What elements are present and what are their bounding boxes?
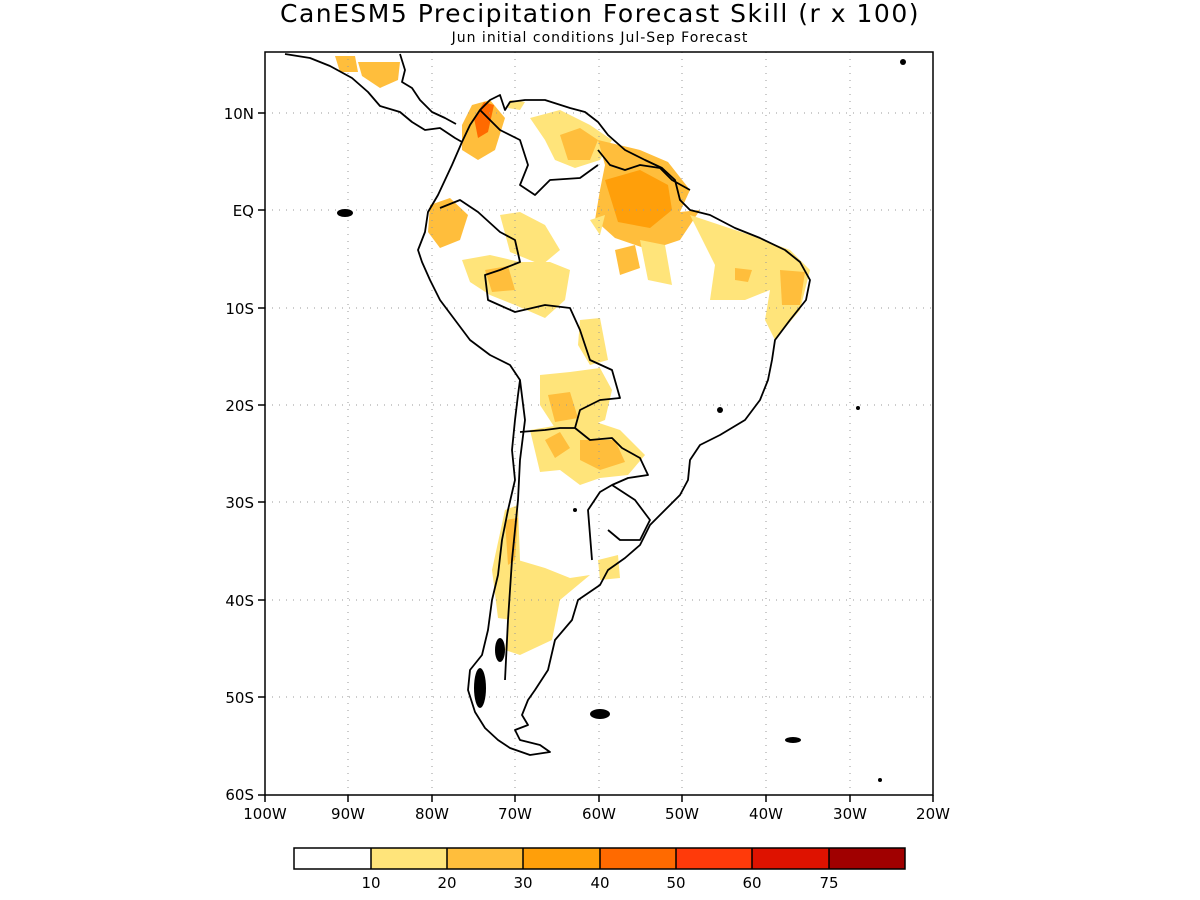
colorbar: 10 20 30 40 50 60 75 <box>293 847 906 892</box>
colorbar-swatch <box>600 848 676 869</box>
colorbar-swatch <box>294 848 371 869</box>
lon-tick-marks <box>264 795 934 802</box>
map-subtitle: Jun initial conditions Jul-Sep Forecast <box>451 30 749 46</box>
map-title: CanESM5 Precipitation Forecast Skill (r … <box>280 0 920 28</box>
colorbar-swatch <box>447 848 523 869</box>
colorbar-label: 10 <box>361 874 380 892</box>
colorbar-label: 60 <box>742 874 761 892</box>
lat-label: 10N <box>224 105 254 123</box>
skill-shading <box>335 56 810 655</box>
colorbar-label: 30 <box>513 874 532 892</box>
lon-label: 70W <box>498 805 532 823</box>
lat-label: EQ <box>233 202 254 220</box>
islands <box>337 59 906 782</box>
colorbar-swatch <box>676 848 752 869</box>
grid-lines <box>265 52 933 795</box>
lat-label: 50S <box>225 689 254 707</box>
lon-label: 80W <box>415 805 449 823</box>
lat-label: 10S <box>225 300 254 318</box>
lat-label: 40S <box>225 592 254 610</box>
lon-label: 100W <box>243 805 287 823</box>
lon-label: 50W <box>665 805 699 823</box>
colorbar-swatch <box>829 848 905 869</box>
lon-label: 30W <box>833 805 867 823</box>
colorbar-label: 40 <box>590 874 609 892</box>
lat-label: 30S <box>225 494 254 512</box>
colorbar-swatch <box>523 848 600 869</box>
lon-label: 40W <box>749 805 783 823</box>
lon-label: 90W <box>331 805 365 823</box>
lon-label: 20W <box>916 805 950 823</box>
colorbar-label: 20 <box>437 874 456 892</box>
colorbar-label: 75 <box>819 874 838 892</box>
colorbar-swatch <box>752 848 829 869</box>
lat-tick-marks <box>258 112 265 796</box>
lon-label: 60W <box>582 805 616 823</box>
colorbar-swatch <box>371 848 447 869</box>
coastlines <box>284 53 811 756</box>
lat-label: 60S <box>225 786 254 804</box>
lat-label: 20S <box>225 397 254 415</box>
colorbar-label: 50 <box>666 874 685 892</box>
